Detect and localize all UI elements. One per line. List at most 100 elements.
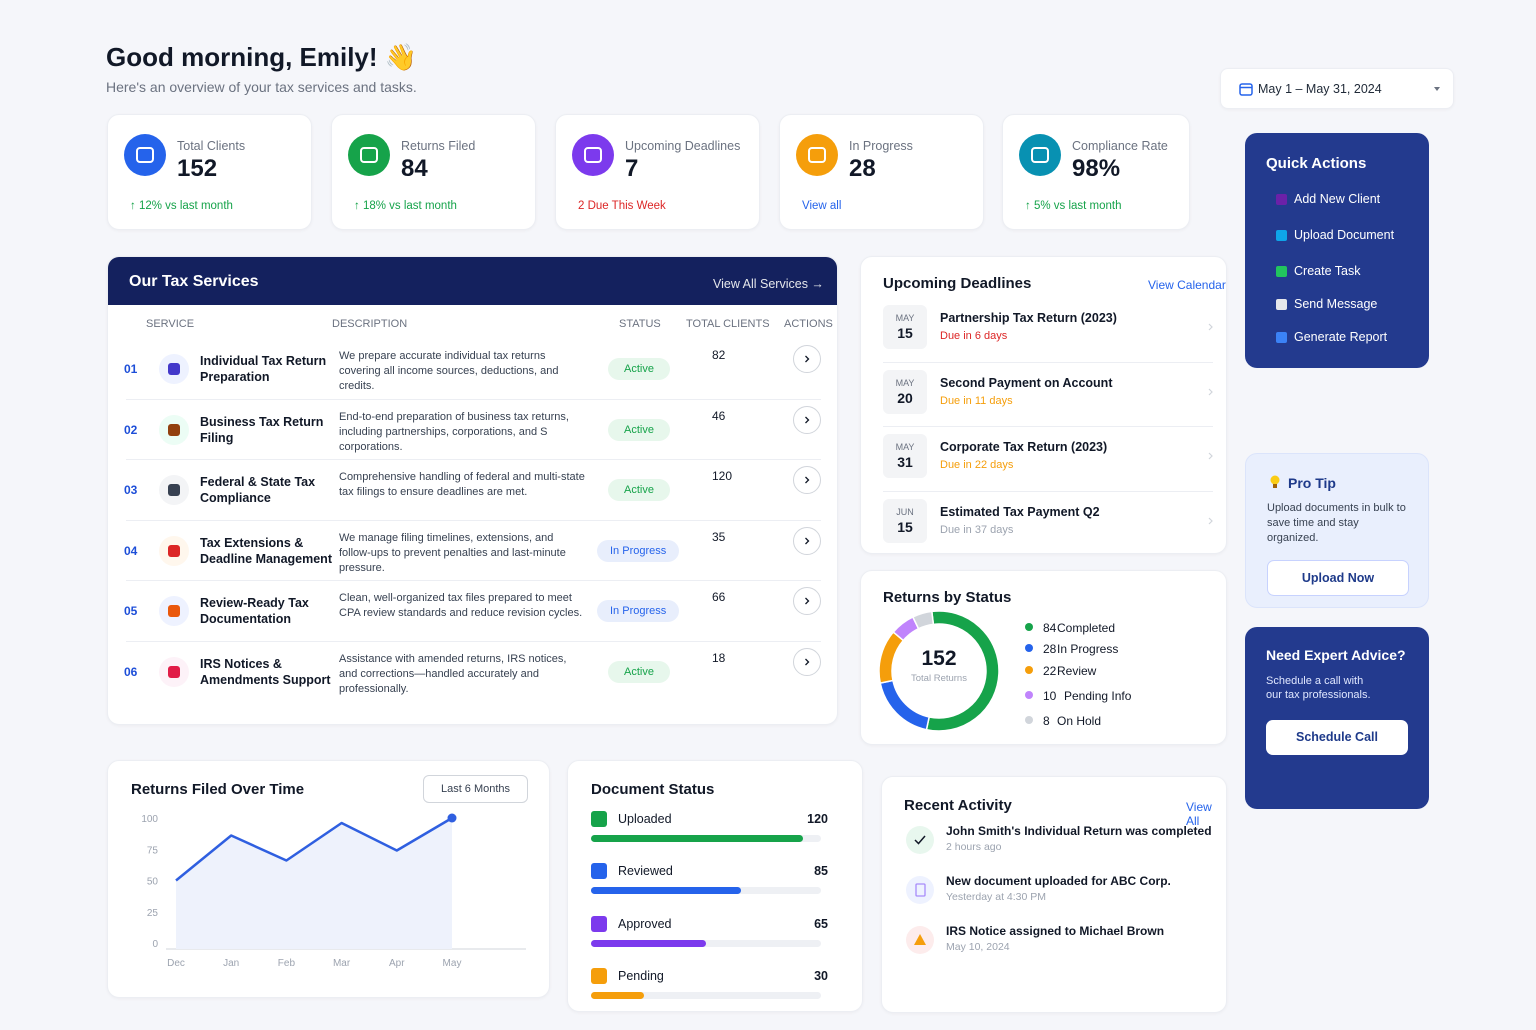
service-name: Business Tax Return Filing bbox=[200, 414, 324, 445]
donut-segment bbox=[911, 610, 935, 630]
action-button[interactable] bbox=[792, 405, 822, 435]
legend-label: Completed bbox=[1057, 621, 1116, 635]
divider bbox=[883, 426, 1213, 428]
y-tick-label: 25 bbox=[147, 908, 159, 919]
status-name: Pending bbox=[618, 968, 664, 983]
icon-bg bbox=[124, 134, 166, 176]
deadline-title: Second Payment on Account bbox=[940, 375, 1113, 390]
row-divider bbox=[126, 641, 821, 642]
column-header: STATUS bbox=[619, 318, 661, 330]
deadline-title: Estimated Tax Payment Q2 bbox=[940, 505, 1100, 520]
legend-value: 84 bbox=[1043, 621, 1057, 635]
date-day: 15 bbox=[897, 325, 913, 341]
line-chart: 0 25 50 75 100 Dec Jan Feb Mar Apr May bbox=[141, 813, 526, 969]
area bbox=[176, 818, 452, 949]
stat-label: Returns Filed bbox=[401, 139, 476, 153]
icon-glyph bbox=[168, 363, 180, 375]
service-description: Assistance with amended returns, IRS not… bbox=[339, 653, 567, 695]
button-ring bbox=[793, 345, 821, 373]
status-name: Reviewed bbox=[618, 864, 673, 879]
date-month: JUN bbox=[896, 507, 914, 518]
stat-card: Upcoming Deadlines 7 2 Due This Week bbox=[555, 114, 760, 230]
deadline-due: Due in 6 days bbox=[940, 330, 1008, 342]
view-calendar[interactable]: View Calendar bbox=[1148, 278, 1226, 292]
legend-dot bbox=[1025, 716, 1033, 724]
bar bbox=[591, 835, 804, 842]
column-header: ACTIONS bbox=[784, 318, 833, 330]
activity-title: John Smith's Individual Return was compl… bbox=[946, 824, 1212, 838]
status-pill: Active bbox=[608, 661, 670, 683]
stat-note: 2 Due This Week bbox=[578, 200, 666, 212]
warning bbox=[914, 934, 926, 945]
service-icon bbox=[159, 596, 189, 627]
date-box bbox=[883, 499, 927, 544]
date-range: May 1 – May 31, 2024 bbox=[1258, 82, 1382, 96]
icon-glyph bbox=[168, 666, 180, 678]
divider bbox=[883, 361, 1213, 363]
date-box bbox=[883, 369, 927, 414]
activity-icon bbox=[906, 826, 934, 854]
schedule-call-button[interactable]: Schedule Call bbox=[1266, 720, 1408, 755]
service-name: IRS Notices & Amendments Support bbox=[200, 657, 331, 687]
row-number: 04 bbox=[124, 543, 138, 558]
service-description: Comprehensive handling of federal and mu… bbox=[339, 471, 585, 499]
donut-total-label: Total Returns bbox=[911, 673, 967, 684]
activity-icon bbox=[906, 876, 934, 904]
stat-note[interactable]: View all bbox=[802, 200, 842, 212]
bar bbox=[591, 939, 706, 947]
column-header: TOTAL CLIENTS bbox=[686, 318, 770, 330]
view-all-services[interactable]: View All Services → bbox=[713, 277, 824, 291]
date-range-picker[interactable]: May 1 – May 31, 2024 bbox=[1220, 68, 1454, 109]
legend-label: On Hold bbox=[1057, 714, 1102, 728]
date-month: MAY bbox=[895, 313, 915, 323]
document-status-title: Document Status bbox=[591, 781, 715, 798]
date-day: 15 bbox=[897, 519, 913, 536]
icon-glyph bbox=[168, 484, 180, 497]
stat-card: Compliance Rate 98% ↑ 5% vs last month bbox=[1002, 114, 1190, 230]
date-box bbox=[883, 305, 927, 349]
action-icon bbox=[1276, 266, 1287, 277]
bar-track bbox=[591, 991, 821, 999]
returns-status-card: Returns by Status 152 Total Returns 84 Comp… bbox=[860, 570, 1227, 745]
status-value: 120 bbox=[807, 812, 828, 826]
date-day: 31 bbox=[897, 454, 913, 471]
service-icon bbox=[159, 475, 189, 506]
stat-icon bbox=[124, 134, 166, 176]
expert-advice: Need Expert Advice? Schedule a call with… bbox=[1245, 627, 1429, 809]
action-button[interactable] bbox=[792, 344, 822, 374]
stat-icon bbox=[1019, 134, 1061, 176]
row-divider bbox=[126, 459, 821, 461]
upload-now-button[interactable]: Upload Now bbox=[1267, 560, 1409, 596]
quick-action[interactable]: Generate Report bbox=[1294, 330, 1388, 344]
quick-action[interactable]: Send Message bbox=[1294, 297, 1378, 311]
quick-action[interactable]: Create Task bbox=[1294, 264, 1361, 278]
chevron bbox=[805, 355, 810, 363]
column-header: DESCRIPTION bbox=[332, 318, 408, 330]
view-all-activity[interactable]: View All bbox=[1186, 800, 1212, 828]
check bbox=[914, 835, 926, 845]
action-button[interactable] bbox=[792, 586, 822, 616]
stat-icon bbox=[348, 134, 390, 176]
quick-action[interactable]: Upload Document bbox=[1294, 228, 1395, 242]
action-button[interactable] bbox=[792, 647, 822, 677]
stat-note: ↑ 18% vs last month bbox=[354, 200, 457, 212]
legend-value: 8 bbox=[1043, 714, 1050, 728]
row-divider bbox=[126, 580, 821, 582]
quick-action[interactable]: Add New Client bbox=[1294, 192, 1381, 206]
returns-over-time-card: Returns Filed Over Time Last 6 Months 0 2… bbox=[107, 760, 550, 998]
stat-value: 98% bbox=[1072, 155, 1121, 182]
action-button[interactable] bbox=[792, 526, 822, 556]
row-number: 05 bbox=[124, 604, 138, 619]
services-title: Our Tax Services bbox=[129, 273, 259, 290]
status-swatch bbox=[591, 967, 607, 984]
action-icon bbox=[1276, 332, 1287, 343]
button-ring bbox=[793, 405, 821, 434]
period-filter[interactable]: Last 6 Months bbox=[423, 775, 528, 803]
action-button[interactable] bbox=[792, 465, 822, 495]
total-clients: 66 bbox=[712, 590, 726, 605]
button-ring bbox=[793, 526, 821, 555]
document-status-card: Document Status Uploaded 120 Reviewed 85 App… bbox=[567, 760, 863, 1012]
chevron bbox=[805, 476, 810, 484]
stat-label: In Progress bbox=[849, 139, 913, 153]
